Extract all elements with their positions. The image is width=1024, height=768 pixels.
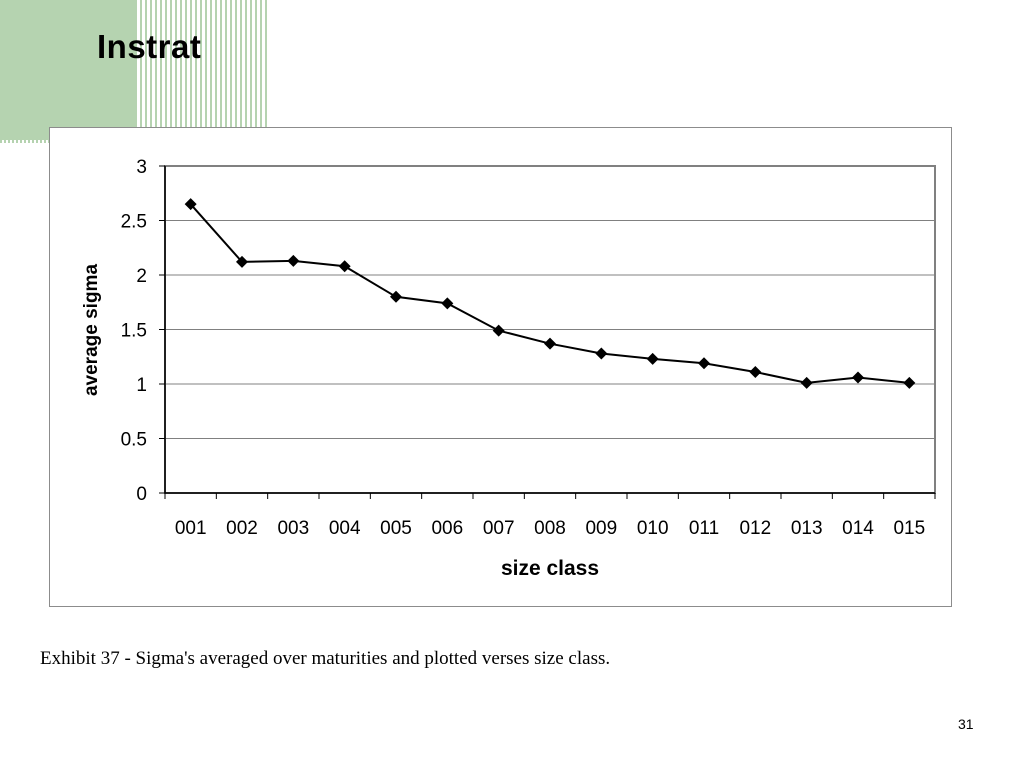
data-point-marker	[390, 290, 402, 303]
x-tick-label: 008	[534, 518, 566, 539]
data-markers	[184, 198, 916, 389]
decorative-dots	[0, 140, 50, 143]
x-tick-label: 005	[380, 518, 412, 539]
decorative-block	[0, 0, 135, 140]
x-tick-label: 006	[431, 518, 463, 539]
x-tick-label: 004	[329, 518, 361, 539]
x-tick-label: 015	[893, 518, 925, 539]
data-point-marker	[492, 324, 505, 337]
x-tick-label: 014	[842, 518, 874, 539]
data-point-marker	[338, 260, 351, 273]
x-tick-label: 010	[637, 518, 669, 539]
x-tick-label: 001	[175, 518, 207, 539]
x-tick-label: 011	[689, 518, 719, 539]
data-point-marker	[698, 357, 710, 370]
decorative-stripes	[135, 0, 270, 128]
y-tick-label: 1.5	[121, 321, 147, 342]
y-axis-label: average sigma	[81, 264, 102, 396]
data-point-marker	[646, 352, 659, 365]
y-tick-label: 3	[136, 157, 147, 178]
y-tick-label: 0.5	[121, 430, 147, 451]
x-tick-label: 002	[226, 518, 258, 539]
y-tick-label: 2	[136, 266, 147, 287]
x-axis-label: size class	[501, 557, 599, 580]
y-tick-label: 2.5	[121, 212, 147, 233]
data-point-marker	[852, 371, 864, 384]
x-tick-label: 012	[739, 518, 771, 539]
data-point-marker	[441, 297, 454, 310]
page-number: 31	[958, 716, 974, 732]
exhibit-caption: Exhibit 37 - Sigma's averaged over matur…	[40, 648, 611, 669]
x-tick-label: 013	[791, 518, 823, 539]
chart-frame: 0 0.5 1 1.5 2 2.5 3 001 002 003 004 005 006 007 008 00…	[49, 127, 952, 607]
x-tick-label: 007	[483, 518, 515, 539]
data-point-marker	[184, 198, 197, 211]
slide-title: Instrat	[97, 28, 202, 65]
data-point-marker	[800, 376, 813, 389]
x-tick-label: 009	[585, 518, 617, 539]
x-axis-ticks: 001 002 003 004 005 006 007 008 009 010 011 012 013 0…	[164, 493, 936, 539]
data-point-marker	[287, 254, 300, 267]
data-point-marker	[544, 337, 556, 350]
y-tick-label: 0	[136, 484, 147, 505]
data-point-marker	[749, 366, 762, 379]
line-chart: 00.511.522.53 001 002 003 004 005 006 007 008 00…	[81, 157, 936, 580]
data-point-marker	[595, 347, 608, 360]
x-tick-label: 003	[277, 518, 309, 539]
data-point-marker	[903, 376, 916, 389]
y-axis-ticks: 0 0.5 1 1.5 2 2.5 3	[121, 157, 165, 505]
y-tick-label: 1	[136, 375, 147, 396]
